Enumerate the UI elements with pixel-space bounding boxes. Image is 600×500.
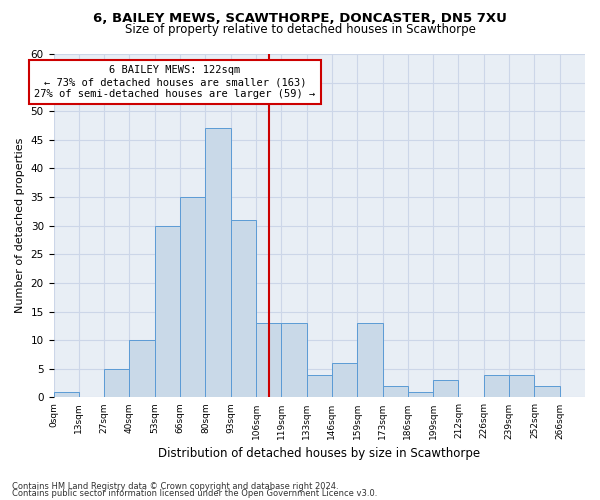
Text: Contains HM Land Registry data © Crown copyright and database right 2024.: Contains HM Land Registry data © Crown c… <box>12 482 338 491</box>
Bar <box>205 128 230 398</box>
Bar <box>383 386 408 398</box>
Text: Size of property relative to detached houses in Scawthorpe: Size of property relative to detached ho… <box>125 22 475 36</box>
Bar <box>357 323 383 398</box>
Bar <box>484 374 509 398</box>
Bar <box>332 363 357 398</box>
Bar <box>509 374 535 398</box>
Text: 6, BAILEY MEWS, SCAWTHORPE, DONCASTER, DN5 7XU: 6, BAILEY MEWS, SCAWTHORPE, DONCASTER, D… <box>93 12 507 26</box>
Bar <box>53 392 79 398</box>
Bar <box>535 386 560 398</box>
Bar <box>155 226 180 398</box>
Y-axis label: Number of detached properties: Number of detached properties <box>15 138 25 314</box>
Bar <box>433 380 458 398</box>
Bar <box>256 323 281 398</box>
X-axis label: Distribution of detached houses by size in Scawthorpe: Distribution of detached houses by size … <box>158 447 481 460</box>
Bar <box>307 374 332 398</box>
Bar <box>180 197 205 398</box>
Bar <box>281 323 307 398</box>
Text: 6 BAILEY MEWS: 122sqm
← 73% of detached houses are smaller (163)
27% of semi-det: 6 BAILEY MEWS: 122sqm ← 73% of detached … <box>34 66 316 98</box>
Bar <box>104 369 130 398</box>
Text: Contains public sector information licensed under the Open Government Licence v3: Contains public sector information licen… <box>12 489 377 498</box>
Bar <box>408 392 433 398</box>
Bar <box>130 340 155 398</box>
Bar <box>230 220 256 398</box>
